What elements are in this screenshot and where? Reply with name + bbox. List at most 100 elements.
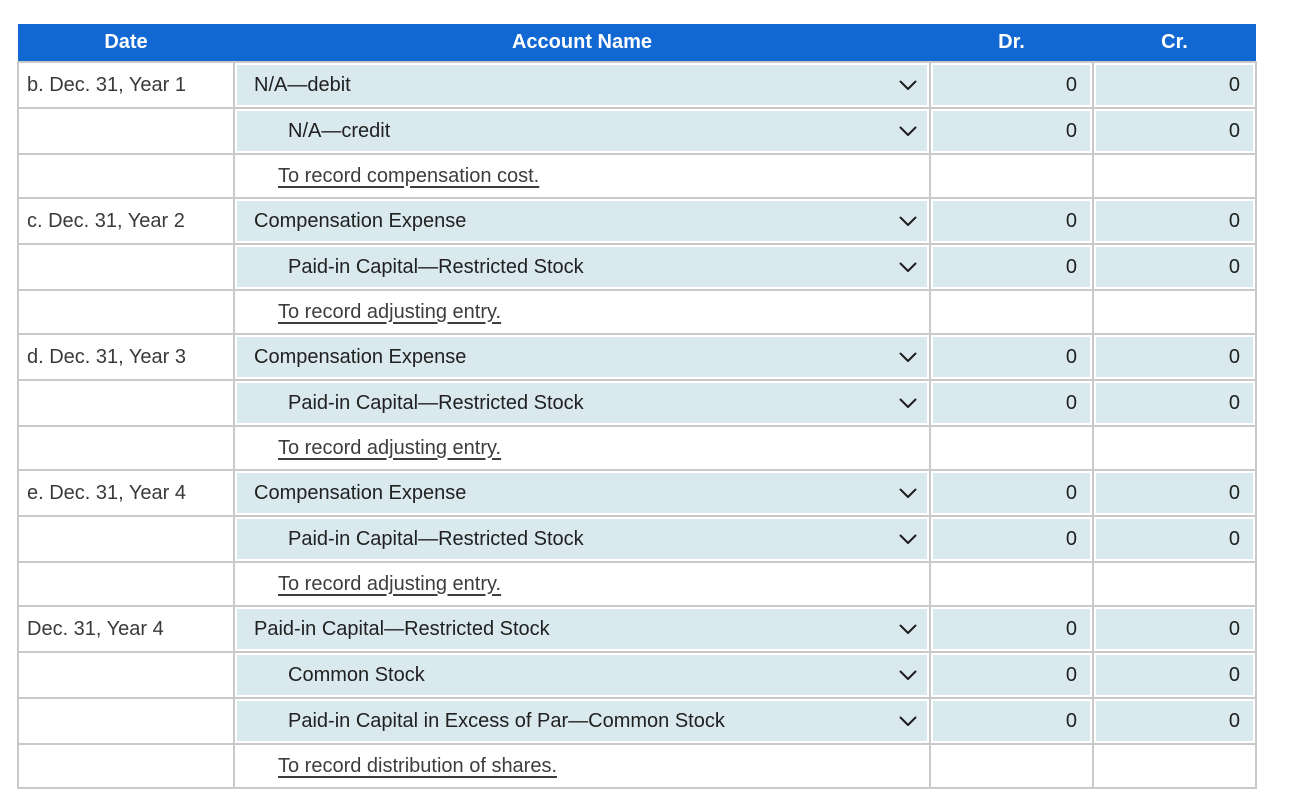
table-row: d. Dec. 31, Year 3 Compensation Expense 0 0 bbox=[17, 333, 1257, 381]
credit-cell: 0 bbox=[1092, 333, 1257, 381]
credit-input[interactable]: 0 bbox=[1096, 65, 1253, 105]
table-row: Paid-in Capital—Restricted Stock 0 0 bbox=[17, 515, 1257, 563]
debit-input[interactable]: 0 bbox=[933, 519, 1090, 559]
credit-input[interactable]: 0 bbox=[1096, 337, 1253, 377]
account-select[interactable]: Paid-in Capital—Restricted Stock bbox=[237, 519, 927, 559]
account-select[interactable]: Paid-in Capital—Restricted Stock bbox=[237, 247, 927, 287]
credit-cell: 0 bbox=[1092, 651, 1257, 699]
date-cell: Dec. 31, Year 4 bbox=[17, 605, 235, 653]
credit-cell: 0 bbox=[1092, 697, 1257, 745]
credit-cell-empty bbox=[1092, 743, 1257, 789]
credit-input[interactable]: 0 bbox=[1096, 655, 1253, 695]
debit-value: 0 bbox=[1065, 391, 1077, 414]
credit-cell: 0 bbox=[1092, 379, 1257, 427]
account-name-label: Compensation Expense bbox=[254, 209, 467, 232]
credit-value: 0 bbox=[1228, 617, 1240, 640]
debit-input[interactable]: 0 bbox=[933, 201, 1090, 241]
credit-input[interactable]: 0 bbox=[1096, 473, 1253, 513]
credit-input[interactable]: 0 bbox=[1096, 701, 1253, 741]
col-header-cr: Cr. bbox=[1093, 24, 1256, 62]
account-name-label: Paid-in Capital—Restricted Stock bbox=[288, 527, 584, 550]
debit-cell: 0 bbox=[929, 61, 1094, 109]
account-select[interactable]: Paid-in Capital—Restricted Stock bbox=[237, 609, 927, 649]
credit-cell: 0 bbox=[1092, 107, 1257, 155]
credit-input[interactable]: 0 bbox=[1096, 609, 1253, 649]
account-cell: Paid-in Capital—Restricted Stock bbox=[233, 515, 931, 563]
date-cell-empty bbox=[17, 697, 235, 745]
credit-input[interactable]: 0 bbox=[1096, 201, 1253, 241]
account-cell: N/A—credit bbox=[233, 107, 931, 155]
account-cell: Paid-in Capital—Restricted Stock bbox=[233, 379, 931, 427]
debit-input[interactable]: 0 bbox=[933, 701, 1090, 741]
credit-value: 0 bbox=[1228, 209, 1240, 232]
credit-value: 0 bbox=[1228, 481, 1240, 504]
account-cell: Paid-in Capital—Restricted Stock bbox=[233, 243, 931, 291]
date-cell-empty bbox=[17, 243, 235, 291]
chevron-down-icon bbox=[899, 216, 917, 226]
credit-value: 0 bbox=[1228, 119, 1240, 142]
debit-cell: 0 bbox=[929, 243, 1094, 291]
debit-cell-empty bbox=[929, 153, 1094, 199]
chevron-down-icon bbox=[899, 262, 917, 272]
debit-value: 0 bbox=[1065, 481, 1077, 504]
credit-input[interactable]: 0 bbox=[1096, 383, 1253, 423]
debit-value: 0 bbox=[1065, 527, 1077, 550]
date-cell: d. Dec. 31, Year 3 bbox=[17, 333, 235, 381]
chevron-down-icon bbox=[899, 126, 917, 136]
debit-input[interactable]: 0 bbox=[933, 111, 1090, 151]
account-select[interactable]: Compensation Expense bbox=[237, 337, 927, 377]
debit-value: 0 bbox=[1065, 709, 1077, 732]
table-row: c. Dec. 31, Year 2 Compensation Expense 0 0 bbox=[17, 197, 1257, 245]
account-select[interactable]: N/A—debit bbox=[237, 65, 927, 105]
memo-cell: To record adjusting entry. bbox=[233, 561, 931, 607]
col-header-date: Date bbox=[18, 24, 234, 62]
credit-input[interactable]: 0 bbox=[1096, 247, 1253, 287]
debit-input[interactable]: 0 bbox=[933, 655, 1090, 695]
table-row: To record compensation cost. bbox=[17, 153, 1257, 199]
debit-input[interactable]: 0 bbox=[933, 65, 1090, 105]
date-cell: e. Dec. 31, Year 4 bbox=[17, 469, 235, 517]
date-cell-empty bbox=[17, 107, 235, 155]
debit-input[interactable]: 0 bbox=[933, 337, 1090, 377]
debit-input[interactable]: 0 bbox=[933, 247, 1090, 287]
date-cell: c. Dec. 31, Year 2 bbox=[17, 197, 235, 245]
account-select[interactable]: Paid-in Capital—Restricted Stock bbox=[237, 383, 927, 423]
debit-value: 0 bbox=[1065, 617, 1077, 640]
credit-cell: 0 bbox=[1092, 605, 1257, 653]
account-select[interactable]: Compensation Expense bbox=[237, 473, 927, 513]
credit-cell: 0 bbox=[1092, 469, 1257, 517]
account-select[interactable]: Compensation Expense bbox=[237, 201, 927, 241]
credit-value: 0 bbox=[1228, 663, 1240, 686]
account-name-label: Common Stock bbox=[288, 663, 425, 686]
credit-input[interactable]: 0 bbox=[1096, 519, 1253, 559]
date-cell-empty bbox=[17, 651, 235, 699]
chevron-down-icon bbox=[899, 398, 917, 408]
memo-text: To record adjusting entry. bbox=[278, 300, 502, 323]
debit-cell: 0 bbox=[929, 605, 1094, 653]
debit-input[interactable]: 0 bbox=[933, 473, 1090, 513]
table-row: Paid-in Capital in Excess of Par—Common … bbox=[17, 697, 1257, 745]
debit-value: 0 bbox=[1065, 209, 1077, 232]
debit-input[interactable]: 0 bbox=[933, 609, 1090, 649]
chevron-down-icon bbox=[899, 80, 917, 90]
account-name-label: Paid-in Capital—Restricted Stock bbox=[254, 617, 550, 640]
credit-input[interactable]: 0 bbox=[1096, 111, 1253, 151]
account-cell: Compensation Expense bbox=[233, 197, 931, 245]
account-name-label: Paid-in Capital—Restricted Stock bbox=[288, 255, 584, 278]
table-row: To record adjusting entry. bbox=[17, 425, 1257, 471]
credit-cell-empty bbox=[1092, 289, 1257, 335]
table-row: b. Dec. 31, Year 1 N/A—debit 0 0 bbox=[17, 61, 1257, 109]
debit-input[interactable]: 0 bbox=[933, 383, 1090, 423]
debit-value: 0 bbox=[1065, 255, 1077, 278]
credit-value: 0 bbox=[1228, 527, 1240, 550]
credit-value: 0 bbox=[1228, 391, 1240, 414]
chevron-down-icon bbox=[899, 352, 917, 362]
account-select[interactable]: N/A—credit bbox=[237, 111, 927, 151]
account-cell: Compensation Expense bbox=[233, 469, 931, 517]
credit-value: 0 bbox=[1228, 255, 1240, 278]
account-select[interactable]: Paid-in Capital in Excess of Par—Common … bbox=[237, 701, 927, 741]
credit-cell: 0 bbox=[1092, 197, 1257, 245]
account-select[interactable]: Common Stock bbox=[237, 655, 927, 695]
account-name-label: Paid-in Capital in Excess of Par—Common … bbox=[288, 709, 725, 732]
